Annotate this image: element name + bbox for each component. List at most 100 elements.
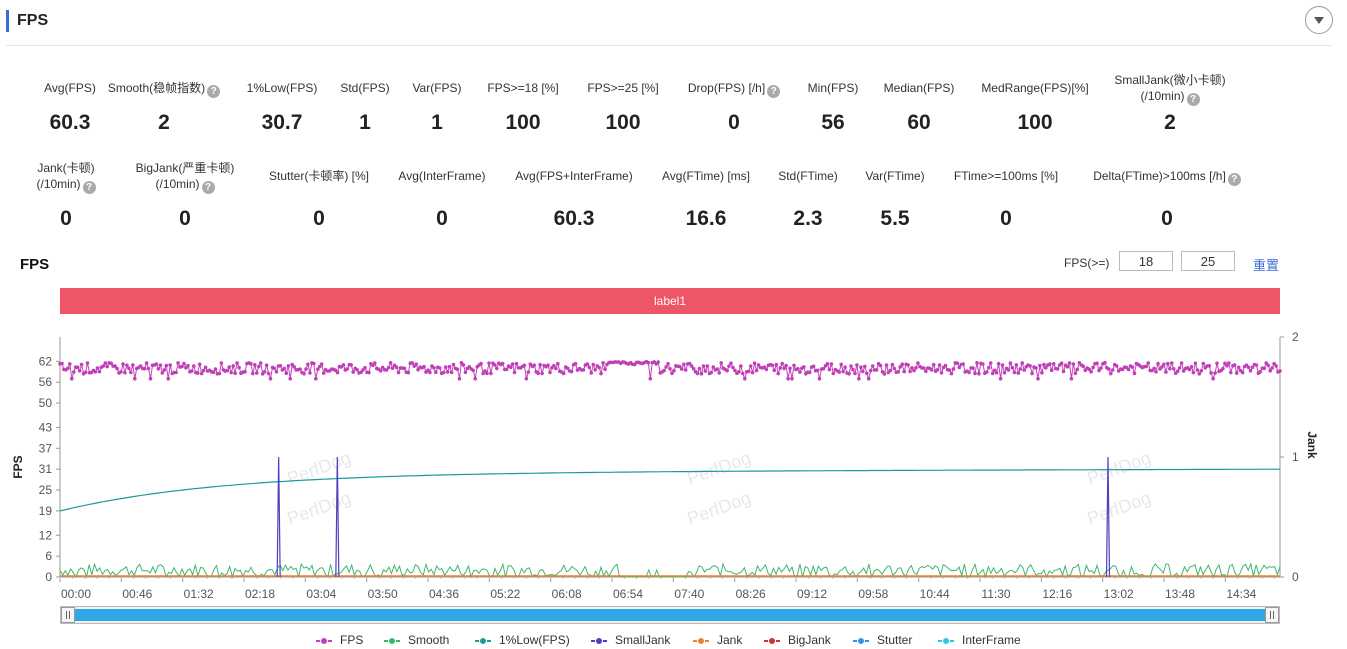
x-tick-label: 13:02 [1104,587,1134,601]
stat-item: Delta(FTime)>100ms [/h]? 0 [1082,168,1252,230]
help-icon[interactable]: ? [767,85,781,98]
fps-point [1075,367,1080,372]
legend-item[interactable]: SmallJank [591,633,670,647]
fps-point [752,361,757,365]
fps-point [438,366,442,370]
fps-point [363,365,367,370]
x-tick-label: 07:40 [674,587,704,601]
fps-point [729,361,733,365]
fps-point [589,371,594,375]
fps-point [455,367,460,371]
y-right-tick-label: 0 [1292,570,1299,584]
x-tick-label: 03:04 [306,587,336,601]
fps-threshold-input-1[interactable] [1119,251,1173,271]
fps-point [569,369,574,374]
help-icon[interactable]: ? [201,181,215,194]
label-band[interactable]: label1 [60,288,1280,314]
fps-point [479,361,483,366]
fps-point [1071,362,1076,366]
fps-point [1055,367,1060,371]
fps-point [998,376,1003,381]
fps-point [1221,366,1225,371]
fps-point [249,361,253,366]
stat-label: Var(FPS) [412,81,462,95]
stat-value: 2.3 [793,207,823,230]
fps-point [335,370,340,375]
stat-item: SmallJank(微小卡顿) (/10min)? 2 [1085,72,1255,134]
fps-point [237,365,241,370]
legend-item[interactable]: Jank [693,633,742,647]
legend-item[interactable]: Smooth [384,633,449,647]
slider-handle-left[interactable] [61,607,75,623]
stat-value: 100 [605,111,641,134]
stat-value: 30.7 [261,111,303,134]
legend-item[interactable]: 1%Low(FPS) [475,633,570,647]
fps-point [1008,361,1013,365]
legend-item[interactable]: Stutter [853,633,912,647]
reset-button[interactable]: 重置 [1253,258,1280,273]
fps-point [955,361,960,365]
fps-point [243,369,247,374]
y-left-tick-label: 31 [39,462,53,476]
stat-label: Median(FPS) [883,81,955,95]
fps-point [333,368,338,372]
fps-point [670,371,674,376]
y-left-tick-label: 37 [39,441,53,455]
fps-point [924,369,928,373]
fps-point [451,362,456,367]
stat-label-unit: (/10min)? [1085,88,1255,106]
fps-point [144,361,149,365]
fps-point [1199,369,1204,373]
fps-point [282,366,287,371]
fps-point [1051,362,1056,366]
fps-point [251,371,255,376]
legend-label: 1%Low(FPS) [499,633,570,647]
fps-point [394,365,399,369]
fps-point [1193,361,1198,366]
series-1pct-low-line [59,468,1280,512]
fps-point [504,367,509,372]
fps-point [1195,368,1200,372]
fps-point [975,361,979,365]
help-icon[interactable]: ? [1227,173,1241,186]
fps-point [1266,363,1270,368]
fps-point [235,361,239,365]
fps-point [656,360,660,364]
stat-item: Stutter(卡顿率) [%] 0 [234,168,404,230]
fps-point [689,364,694,368]
help-icon[interactable]: ? [82,181,96,194]
fps-point [253,363,257,367]
fps-point [1177,366,1182,370]
fps-point [922,366,926,370]
fps-point [115,366,119,371]
legend-item[interactable]: BigJank [764,633,831,647]
fps-point [591,362,596,367]
legend-swatch-icon [316,636,332,645]
stat-label: Avg(FPS) [44,81,96,95]
legend-item[interactable]: InterFrame [938,633,1021,647]
slider-handle-right[interactable] [1265,607,1279,623]
x-tick-label: 00:46 [122,587,152,601]
legend-item[interactable]: FPS [316,633,363,647]
fps-threshold-input-2[interactable] [1181,251,1235,271]
fps-point [190,369,194,373]
collapse-button[interactable] [1305,6,1333,34]
stat-label-unit: (/10min)? [0,176,151,194]
watermark: PerfDog [685,487,754,528]
fps-point [561,371,566,376]
help-icon[interactable]: ? [207,85,221,98]
time-range-slider[interactable] [60,606,1280,624]
stat-value: 0 [313,207,325,230]
help-icon[interactable]: ? [1186,93,1200,106]
fps-point [264,363,269,367]
fps-point [1232,363,1237,367]
fps-point [321,371,326,375]
fps-point [1213,371,1217,375]
legend-swatch-icon [764,636,780,645]
fps-point [910,366,914,370]
fps-point [266,371,271,376]
stat-label: Delta(FTime)>100ms [/h]? [1082,168,1252,186]
fps-point [138,364,143,368]
fps-point [908,369,912,374]
